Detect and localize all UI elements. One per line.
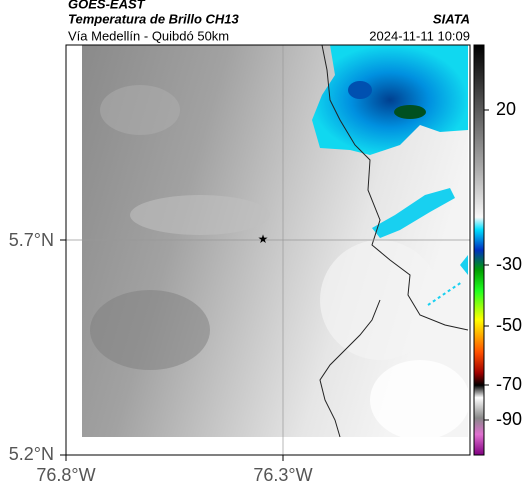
colorbar-tick-label: -90 [496, 409, 522, 429]
datetime: 2024-11-11 10:09 [369, 28, 470, 43]
colorbar-tick-label: -50 [496, 315, 522, 335]
lat-label: 5.2°N [9, 444, 54, 464]
subtitle: Temperatura de Brillo CH13 [68, 11, 240, 26]
colorbar-tick-label: -30 [496, 254, 522, 274]
lon-label: 76.8°W [36, 465, 95, 485]
colorbar-tick-label: 20 [496, 99, 516, 119]
graticule [66, 45, 470, 455]
title: GOES-EAST [68, 0, 146, 11]
source: SIATA [433, 11, 470, 26]
axis-ticks [60, 239, 284, 461]
colorbar-ticks: 20 -30 -50 -70 -90 [484, 99, 522, 429]
colorbar-tick-label: -70 [496, 374, 522, 394]
region: Vía Medellín - Quibdó 50km [68, 28, 229, 43]
borders [319, 44, 469, 438]
map-frame [65, 44, 471, 456]
lon-label: 76.3°W [253, 465, 312, 485]
colorbar [473, 44, 485, 456]
location-marker: ★ [258, 232, 269, 246]
satellite-image [82, 45, 470, 440]
lat-label: 5.7°N [9, 230, 54, 250]
